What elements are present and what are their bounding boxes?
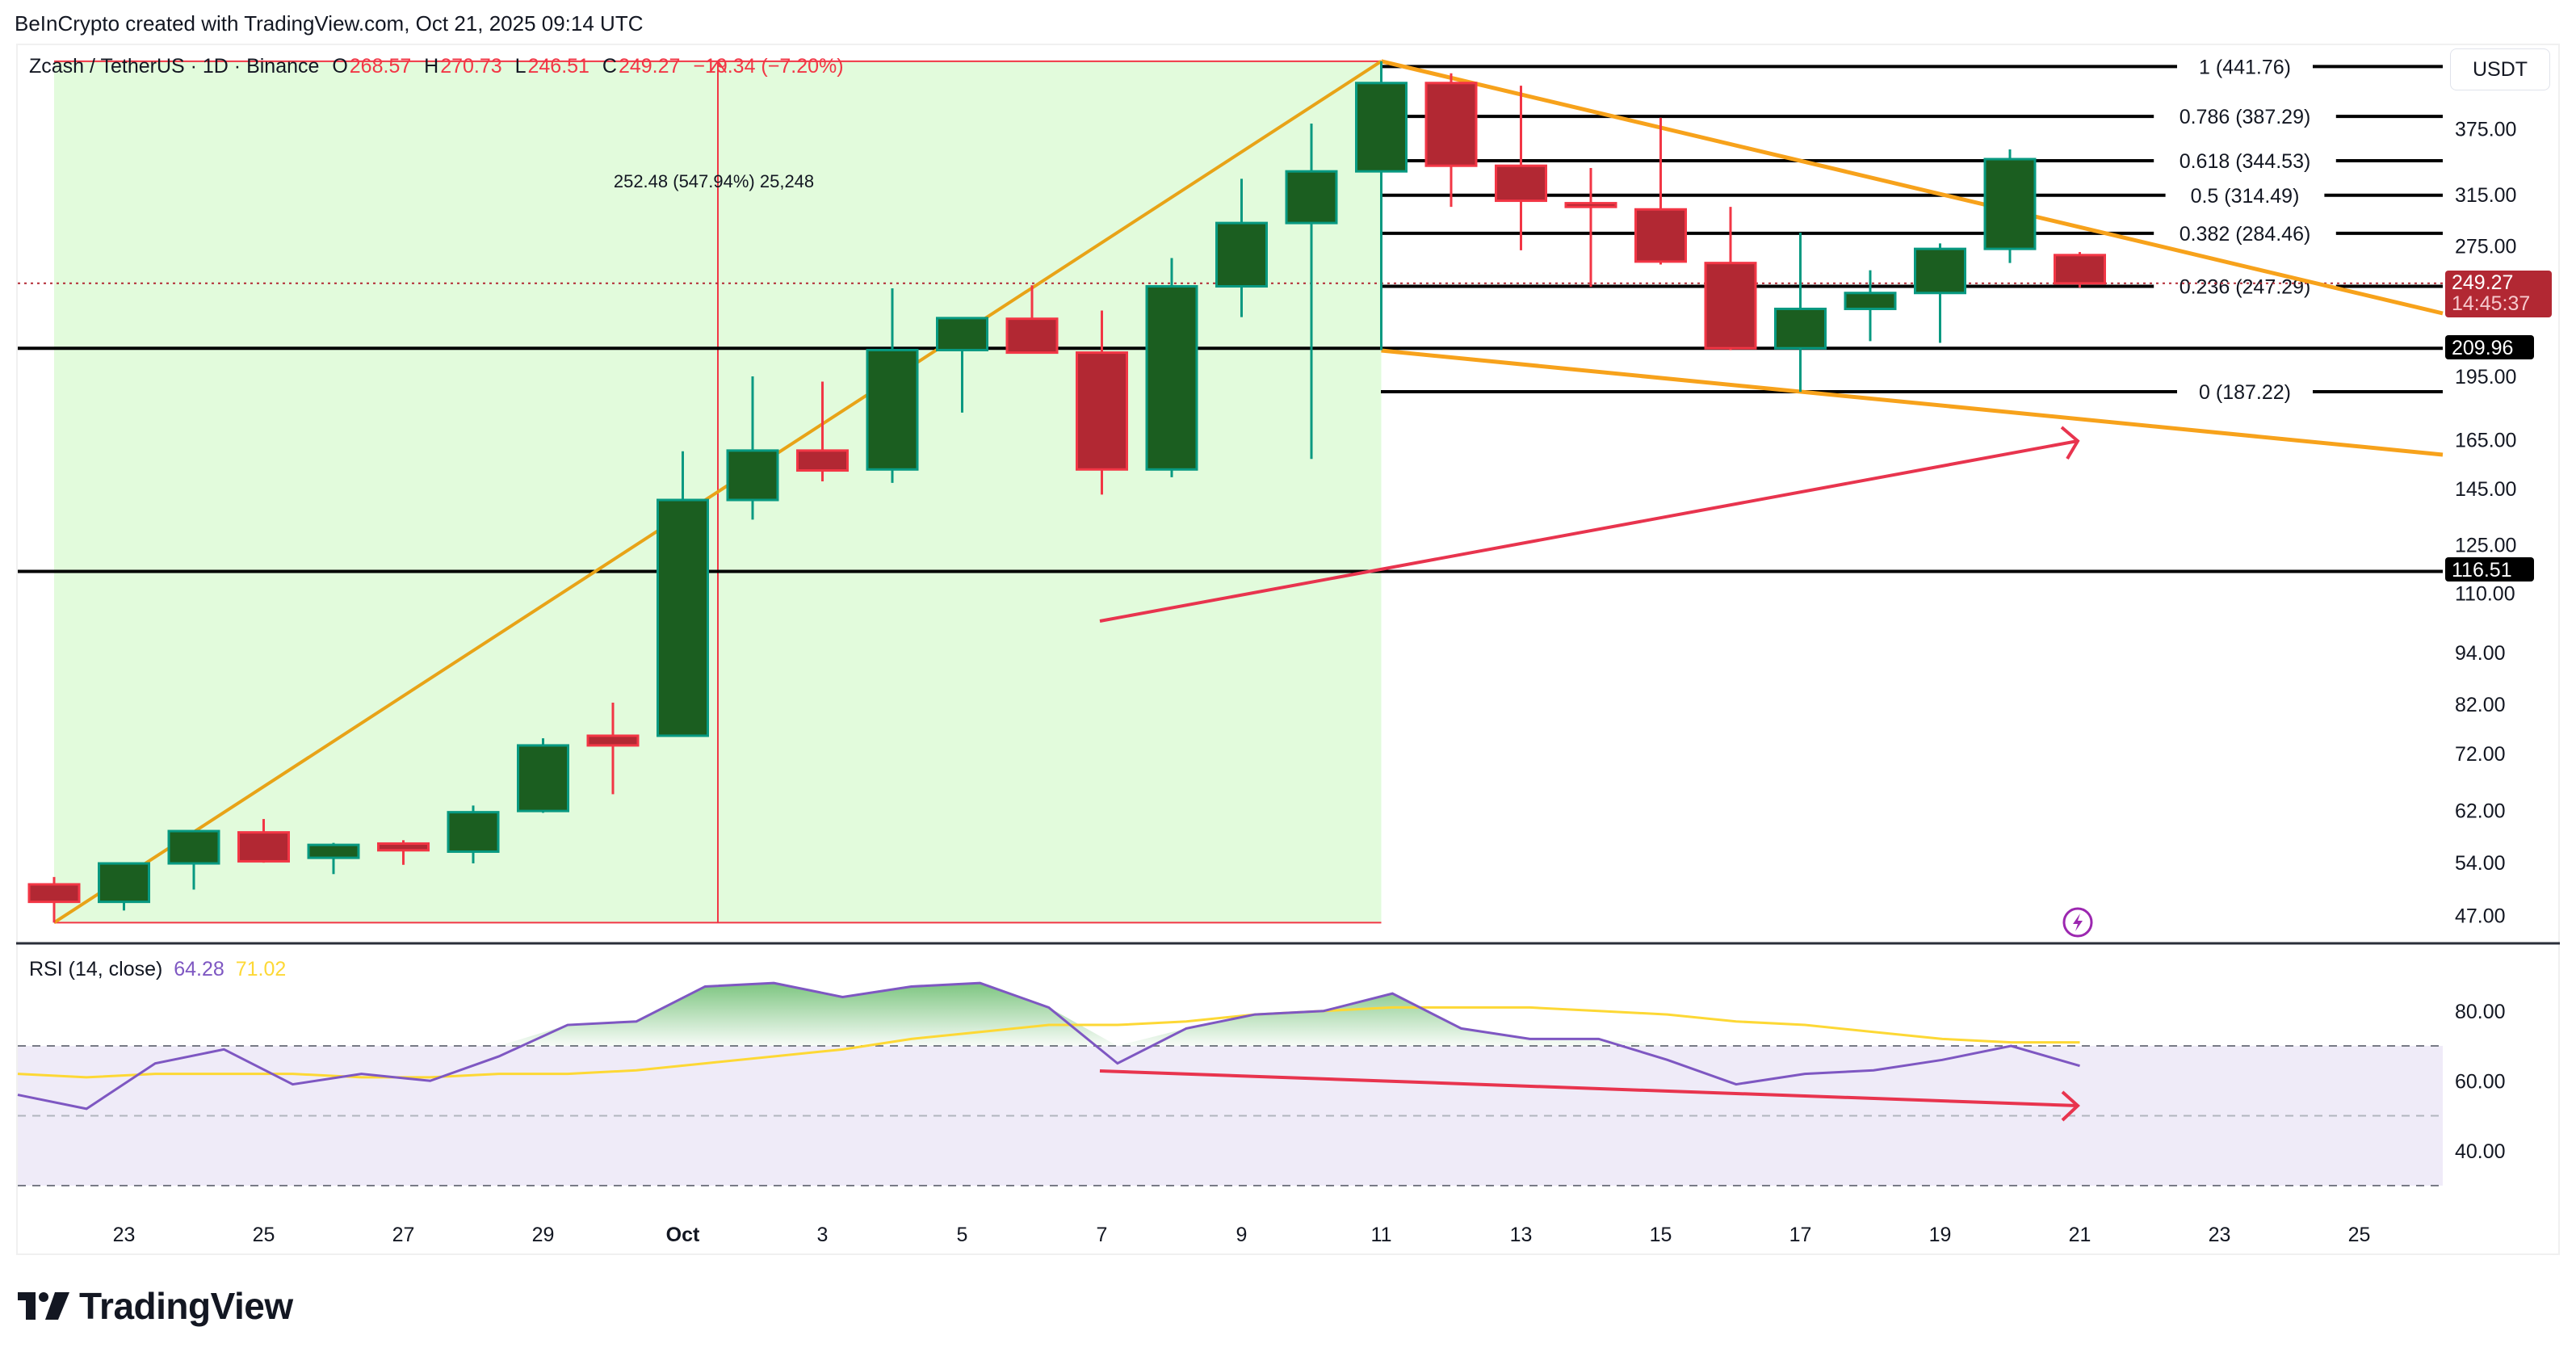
svg-text:195.00: 195.00	[2455, 366, 2516, 388]
svg-text:62.00: 62.00	[2455, 800, 2506, 822]
svg-text:0.382 (284.46): 0.382 (284.46)	[2180, 223, 2311, 246]
chart-credit: BeInCrypto created with TradingView.com,…	[15, 11, 644, 36]
svg-text:0.618 (344.53): 0.618 (344.53)	[2180, 150, 2311, 173]
last-price-tag: 249.27 14:45:37	[2445, 271, 2552, 317]
svg-text:145.00: 145.00	[2455, 478, 2516, 501]
change-value: −19.34 (−7.20%)	[693, 55, 844, 78]
svg-text:94.00: 94.00	[2455, 642, 2506, 665]
horizontal-levels	[18, 282, 2443, 573]
tradingview-logo-icon	[18, 1292, 69, 1320]
last-price: 249.27	[2452, 271, 2514, 294]
rsi-pane	[17, 981, 2443, 1186]
svg-text:25: 25	[253, 1224, 275, 1246]
svg-text:27: 27	[392, 1224, 415, 1246]
close-label: C	[602, 55, 617, 78]
svg-text:23: 23	[2209, 1224, 2231, 1246]
svg-text:5: 5	[957, 1224, 968, 1246]
svg-text:47.00: 47.00	[2455, 905, 2506, 927]
high-label: H	[424, 55, 439, 78]
svg-text:1 (441.76): 1 (441.76)	[2199, 56, 2291, 78]
svg-text:125.00: 125.00	[2455, 535, 2516, 557]
rsi-axis[interactable]: 80.00 60.00 40.00	[2455, 1001, 2506, 1163]
svg-text:375.00: 375.00	[2455, 118, 2516, 141]
svg-text:7: 7	[1097, 1224, 1108, 1246]
svg-text:315.00: 315.00	[2455, 184, 2516, 207]
svg-text:29: 29	[532, 1224, 555, 1246]
svg-text:54.00: 54.00	[2455, 852, 2506, 875]
bar-countdown: 14:45:37	[2452, 292, 2531, 315]
svg-text:0.5 (314.49): 0.5 (314.49)	[2191, 185, 2300, 208]
svg-text:13: 13	[1510, 1224, 1533, 1246]
svg-text:82.00: 82.00	[2455, 694, 2506, 716]
fibonacci-retracement: 1 (441.76) 0.786 (387.29) 0.618 (344.53) 0.…	[1381, 56, 2443, 404]
arrow-annotations	[1099, 426, 2080, 623]
svg-text:17: 17	[1789, 1224, 1812, 1246]
logo-text: TradingView	[79, 1285, 293, 1327]
symbol-legend: Zcash / TetherUS · 1D · Binance O268.57 …	[29, 55, 845, 78]
open-label: O	[332, 55, 348, 78]
time-axis[interactable]: 23 25 27 29 Oct 3 5 7 9 11 13 15 17 19 21 23 25	[113, 1224, 2371, 1246]
svg-text:9: 9	[1236, 1224, 1248, 1246]
candlestick-series	[27, 61, 2106, 923]
svg-text:25: 25	[2348, 1224, 2371, 1246]
rsi-legend: RSI (14, close) 64.28 71.02	[29, 958, 286, 981]
svg-text:3: 3	[817, 1224, 829, 1246]
svg-text:11: 11	[1371, 1224, 1392, 1246]
level-tag-lower: 116.51	[2445, 557, 2534, 582]
rsi-ma-value: 71.02	[235, 958, 287, 980]
svg-text:15: 15	[1650, 1224, 1672, 1246]
open-value: 268.57	[349, 55, 412, 78]
close-value: 249.27	[618, 55, 681, 78]
svg-text:60.00: 60.00	[2455, 1070, 2506, 1093]
svg-text:275.00: 275.00	[2455, 236, 2516, 258]
trendlines	[52, 59, 2444, 925]
svg-text:0.786 (387.29): 0.786 (387.29)	[2180, 106, 2311, 128]
measure-label: 252.48 (547.94%) 25,248	[614, 171, 814, 191]
svg-text:72.00: 72.00	[2455, 743, 2506, 766]
svg-text:40.00: 40.00	[2455, 1140, 2506, 1163]
svg-text:165.00: 165.00	[2455, 429, 2516, 451]
chart-frame	[16, 44, 2560, 1255]
svg-text:0.236 (247.29): 0.236 (247.29)	[2180, 276, 2311, 299]
rsi-title: RSI (14, close)	[29, 958, 163, 980]
svg-text:Oct: Oct	[666, 1224, 700, 1246]
svg-text:23: 23	[113, 1224, 136, 1246]
svg-text:19: 19	[1929, 1224, 1952, 1246]
low-label: L	[514, 55, 527, 78]
svg-text:21: 21	[2069, 1224, 2091, 1246]
lightning-icon[interactable]	[2062, 906, 2094, 938]
tradingview-logo[interactable]: TradingView	[18, 1284, 293, 1328]
low-value: 246.51	[527, 55, 589, 78]
price-axis[interactable]: 375.00 315.00 275.00 195.00 165.00 145.00 125.…	[2455, 118, 2516, 927]
high-value: 270.73	[440, 55, 502, 78]
svg-text:80.00: 80.00	[2455, 1001, 2506, 1023]
symbol-title: Zcash / TetherUS · 1D · Binance	[29, 55, 320, 78]
currency-button[interactable]: USDT	[2450, 48, 2550, 90]
level-tag-upper: 209.96	[2445, 335, 2534, 359]
rsi-value: 64.28	[174, 958, 224, 980]
svg-text:0 (187.22): 0 (187.22)	[2199, 381, 2291, 404]
svg-text:110.00: 110.00	[2455, 582, 2515, 605]
